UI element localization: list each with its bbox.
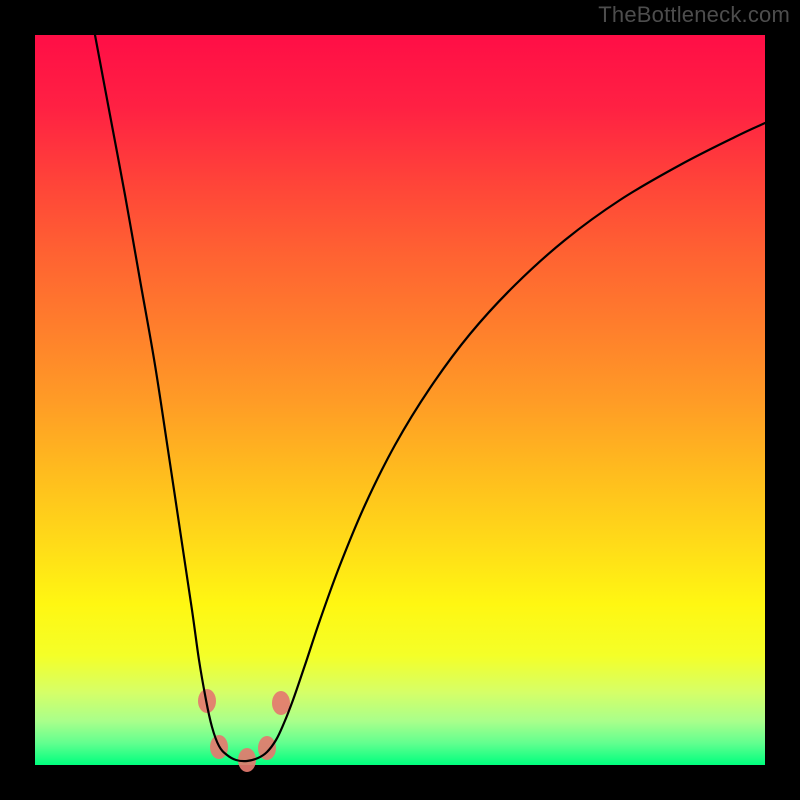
curve-marker [272,691,290,715]
watermark-text: TheBottleneck.com [598,2,790,28]
bottleneck-curve [95,35,765,761]
curve-layer [0,0,800,800]
markers-group [198,689,290,772]
chart-frame: TheBottleneck.com [0,0,800,800]
